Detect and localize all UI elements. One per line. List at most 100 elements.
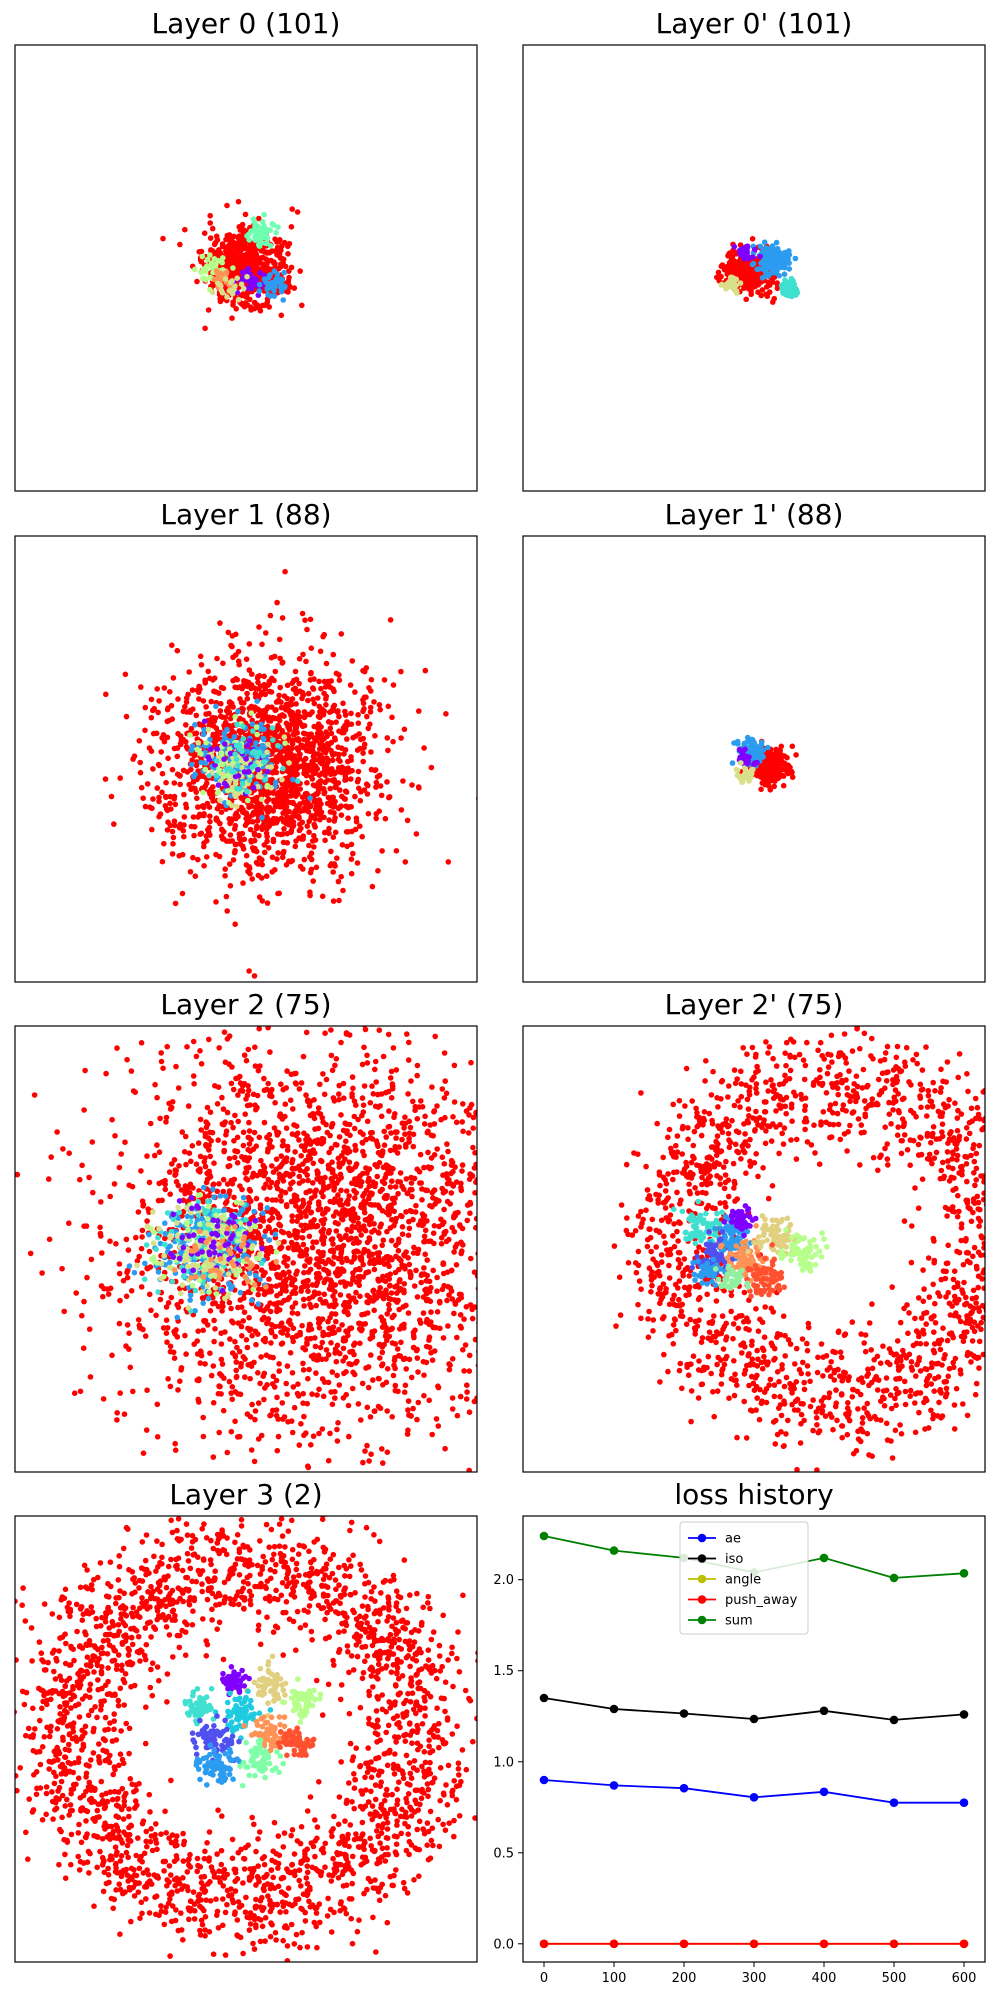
- scatter-point: [246, 777, 253, 784]
- scatter-point: [378, 1113, 385, 1120]
- scatter-point: [296, 656, 303, 662]
- scatter-point: [210, 731, 217, 738]
- scatter-point: [421, 1265, 427, 1271]
- scatter-point: [316, 1325, 323, 1331]
- scatter-point: [224, 1109, 231, 1116]
- scatter-point: [190, 779, 197, 785]
- scatter-point: [782, 286, 789, 293]
- scatter-point: [243, 862, 250, 868]
- scatter-point: [180, 767, 187, 774]
- scatter-point: [263, 873, 270, 879]
- scatter-point: [776, 258, 782, 265]
- scatter-point: [203, 833, 210, 839]
- scatter-point: [373, 784, 379, 790]
- scatter-point: [240, 1318, 246, 1324]
- scatter-point: [206, 722, 212, 729]
- cluster-4: [718, 274, 744, 296]
- scatter-point: [749, 737, 756, 743]
- scatter-point: [728, 274, 735, 281]
- scatter-point: [207, 220, 213, 226]
- scatter-point: [444, 1141, 450, 1147]
- scatter-point: [304, 747, 310, 754]
- scatter-point: [278, 312, 285, 319]
- scatter-point: [163, 779, 169, 786]
- scatter-point: [232, 780, 239, 787]
- scatter-point: [195, 740, 202, 746]
- scatter-point: [280, 1138, 286, 1144]
- scatter-point: [258, 721, 264, 728]
- scatter-point: [221, 1029, 228, 1035]
- scatter-point: [331, 818, 338, 824]
- scatter-point: [450, 1114, 456, 1120]
- scatter-point: [308, 1442, 314, 1448]
- scatter-point: [249, 1332, 255, 1339]
- scatter-point: [381, 1128, 388, 1135]
- scatter-point: [773, 239, 780, 246]
- scatter-point: [244, 788, 250, 795]
- scatter-point: [232, 684, 238, 690]
- scatter-point: [274, 248, 281, 255]
- scatter-point: [323, 729, 329, 735]
- scatter-point: [733, 276, 739, 283]
- scatter-point: [247, 1375, 253, 1382]
- scatter-point: [365, 782, 371, 789]
- scatter-point: [290, 717, 296, 723]
- scatter-point: [231, 734, 238, 740]
- scatter-point: [405, 1057, 412, 1063]
- scatter-point: [317, 816, 323, 823]
- scatter-point: [267, 243, 274, 249]
- scatter-point: [448, 1181, 455, 1187]
- scatter-point: [188, 823, 195, 830]
- scatter-point: [202, 325, 208, 332]
- scatter-point: [341, 729, 347, 736]
- scatter-point: [162, 793, 169, 800]
- scatter-point: [233, 803, 240, 810]
- scatter-point: [415, 784, 422, 790]
- scatter-point: [298, 1080, 305, 1086]
- scatter-point: [249, 721, 256, 727]
- scatter-point: [321, 690, 327, 697]
- scatter-point: [192, 722, 198, 728]
- scatter-point: [750, 747, 757, 753]
- scatter-point: [264, 749, 270, 755]
- scatter-point: [222, 866, 228, 872]
- scatter-point: [294, 730, 301, 736]
- scatter-point: [202, 1361, 208, 1367]
- scatter-point: [289, 1370, 296, 1376]
- scatter-point: [384, 1408, 391, 1414]
- scatter-point: [764, 774, 770, 781]
- scatter-point: [216, 1429, 222, 1436]
- scatter-point: [765, 249, 771, 256]
- scatter-point: [262, 759, 268, 765]
- scatter-point: [388, 1290, 395, 1296]
- scatter-point: [273, 707, 279, 713]
- scatter-point: [97, 1224, 103, 1231]
- scatter-point: [213, 268, 220, 274]
- scatter-point: [205, 826, 211, 833]
- scatter-point: [395, 1247, 402, 1254]
- scatter-point: [228, 1119, 234, 1126]
- scatter-point: [281, 748, 288, 754]
- scatter-point: [232, 1418, 238, 1425]
- scatter-point: [234, 676, 240, 683]
- scatter-point: [293, 701, 299, 707]
- scatter-point: [226, 861, 233, 867]
- scatter-point: [208, 698, 215, 705]
- scatter-point: [255, 706, 261, 713]
- scatter-point: [388, 1095, 395, 1101]
- scatter-point: [771, 268, 777, 275]
- scatter-point: [420, 1310, 427, 1316]
- scatter-point: [243, 756, 249, 762]
- panel-title: Layer 0 (101): [152, 7, 341, 40]
- scatter-point: [333, 784, 339, 791]
- scatter-point: [299, 695, 305, 702]
- scatter-point: [392, 1365, 398, 1372]
- scatter-point: [197, 1116, 204, 1123]
- scatter-point: [345, 758, 351, 765]
- scatter-point: [225, 252, 231, 259]
- scatter-point: [117, 775, 123, 781]
- scatter-point: [174, 647, 181, 654]
- scatter-point: [304, 738, 311, 744]
- scatter-point: [335, 878, 342, 885]
- scatter-point: [79, 1162, 85, 1169]
